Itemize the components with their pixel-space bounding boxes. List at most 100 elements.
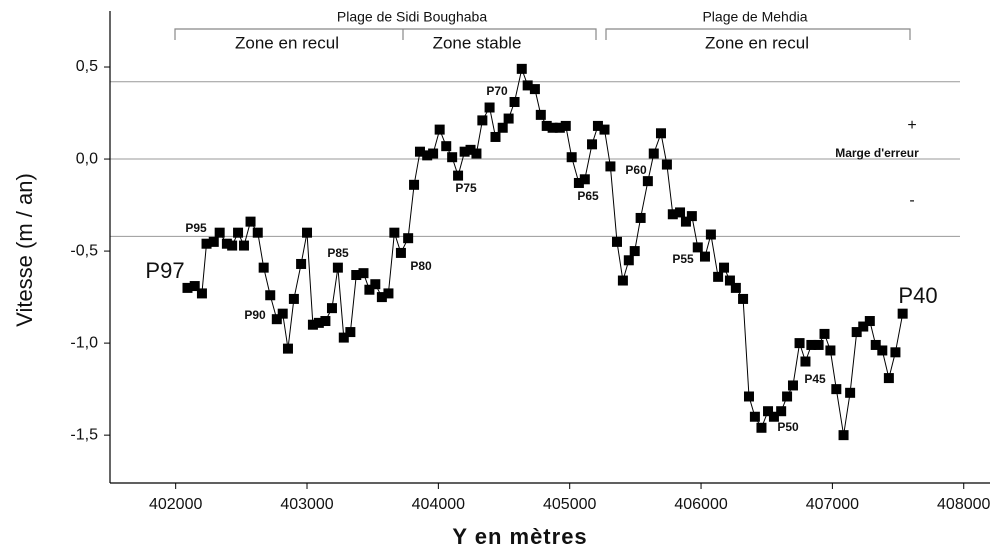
x-tick-label: 403000 — [280, 496, 333, 513]
data-point — [434, 124, 445, 135]
data-point — [422, 150, 433, 161]
point-annotation: P75 — [455, 181, 477, 195]
data-point — [870, 339, 881, 350]
data-point — [756, 422, 767, 433]
data-point — [196, 288, 207, 299]
point-annotation: P55 — [672, 252, 694, 266]
margin-label: Marge d'erreur — [835, 146, 919, 160]
data-point — [471, 148, 482, 159]
zone-label: Zone en recul — [705, 33, 809, 52]
data-point — [447, 152, 458, 163]
data-point — [332, 262, 343, 273]
data-point — [459, 146, 470, 157]
data-point — [675, 207, 686, 218]
data-point — [364, 284, 375, 295]
data-point — [326, 303, 337, 314]
y-tick-label: -1,0 — [70, 334, 98, 351]
data-point — [535, 109, 546, 120]
data-point — [858, 321, 869, 332]
data-point — [605, 161, 616, 172]
data-point — [699, 251, 710, 262]
data-point — [794, 338, 805, 349]
x-tick-label: 405000 — [543, 496, 596, 513]
data-point — [667, 209, 678, 220]
data-point — [592, 120, 603, 131]
data-point — [768, 411, 779, 422]
data-point — [296, 258, 307, 269]
x-tick-label: 406000 — [674, 496, 727, 513]
data-point — [845, 387, 856, 398]
data-point — [547, 122, 558, 133]
data-point — [763, 406, 774, 417]
data-point — [719, 262, 730, 273]
data-point — [686, 211, 697, 222]
point-annotation: P80 — [410, 259, 432, 273]
y-tick-label: 0,5 — [76, 58, 98, 75]
data-point — [201, 238, 212, 249]
margin-label: - — [909, 192, 914, 209]
x-tick-label: 407000 — [806, 496, 859, 513]
data-point — [395, 247, 406, 258]
data-point — [724, 275, 735, 286]
x-axis-title: Y en mètres — [452, 524, 587, 549]
data-point — [705, 229, 716, 240]
data-point — [579, 174, 590, 185]
data-point — [635, 212, 646, 223]
x-tick-label: 408000 — [937, 496, 990, 513]
data-point — [465, 144, 476, 155]
data-point — [573, 177, 584, 188]
data-point — [313, 317, 324, 328]
data-point — [351, 270, 362, 281]
zone-label: Zone stable — [433, 33, 522, 52]
data-point — [819, 328, 830, 339]
data-point — [611, 236, 622, 247]
data-point — [389, 227, 400, 238]
data-point — [813, 339, 824, 350]
data-point — [642, 176, 653, 187]
data-point — [208, 236, 219, 247]
point-annotation: P45 — [804, 372, 826, 386]
data-point — [221, 238, 232, 249]
data-point — [338, 332, 349, 343]
data-point — [776, 406, 787, 417]
point-annotation: P40 — [898, 283, 937, 308]
data-point — [629, 246, 640, 257]
region-label: Plage de Mehdia — [702, 9, 807, 25]
data-point — [484, 102, 495, 113]
data-point — [376, 292, 387, 303]
data-point — [214, 227, 225, 238]
zone-label: Zone en recul — [235, 33, 339, 52]
region-label: Plage de Sidi Boughaba — [337, 9, 487, 25]
data-point — [825, 345, 836, 356]
y-axis-title: Vitesse (m / an) — [12, 173, 37, 327]
data-point — [320, 316, 331, 327]
data-point — [265, 290, 276, 301]
data-point — [522, 80, 533, 91]
data-point — [516, 63, 527, 74]
point-annotation: P95 — [185, 221, 207, 235]
data-point — [554, 122, 565, 133]
data-point — [680, 216, 691, 227]
data-point — [749, 411, 760, 422]
point-annotation: P97 — [145, 258, 184, 283]
data-point — [713, 271, 724, 282]
data-point — [864, 316, 875, 327]
data-point — [302, 227, 313, 238]
region-brackets — [174, 28, 911, 40]
data-point — [258, 262, 269, 273]
data-point — [245, 216, 256, 227]
data-point — [851, 327, 862, 338]
x-tick-label: 404000 — [412, 496, 465, 513]
data-point — [497, 122, 508, 133]
data-point — [787, 380, 798, 391]
data-point — [509, 96, 520, 107]
data-point — [490, 131, 501, 142]
data-point — [403, 233, 414, 244]
data-point — [307, 319, 318, 330]
data-point — [655, 128, 666, 139]
data-point — [282, 343, 293, 354]
data-point — [227, 240, 238, 251]
data-point — [370, 279, 381, 290]
